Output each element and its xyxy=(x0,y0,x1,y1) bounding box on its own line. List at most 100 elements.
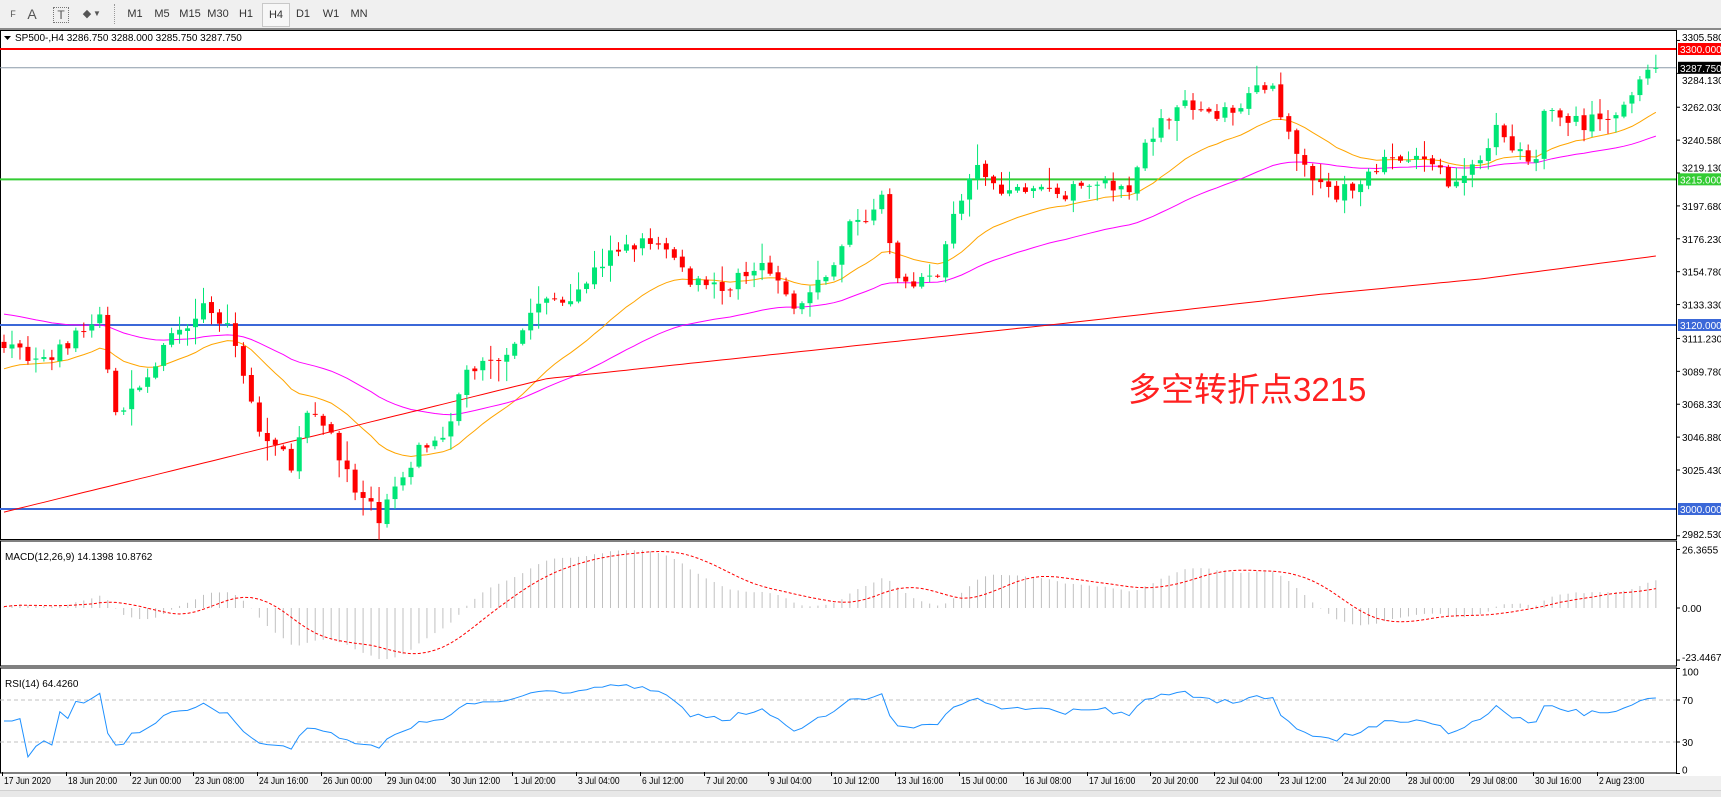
annotation-text: 多空转折点3215 xyxy=(1128,371,1366,408)
candle xyxy=(1062,191,1068,202)
time-tick xyxy=(512,772,514,776)
time-label: 23 Jun 08:00 xyxy=(195,776,245,787)
candle xyxy=(584,281,590,294)
candle-body xyxy=(1629,95,1635,104)
candle xyxy=(424,443,430,453)
collapse-triangle-icon xyxy=(4,36,11,40)
candle-body xyxy=(1318,179,1324,183)
candle-body xyxy=(703,279,709,286)
candle xyxy=(97,306,103,328)
candle xyxy=(121,407,127,415)
candle xyxy=(1054,183,1060,199)
candle xyxy=(272,437,278,456)
candle xyxy=(344,441,350,483)
candle-body xyxy=(344,460,350,470)
timeframe-w1-button[interactable]: W1 xyxy=(322,8,340,20)
candle xyxy=(831,262,837,281)
candle xyxy=(33,347,39,373)
candle-body xyxy=(1,341,7,349)
candle xyxy=(576,272,582,304)
text-icon[interactable]: A xyxy=(27,6,37,22)
candle xyxy=(1230,105,1236,126)
chart-window[interactable]: SP500-,H4 3286.750 3288.000 3285.750 328… xyxy=(0,30,1721,776)
candle-body xyxy=(1501,125,1507,138)
candle-body xyxy=(975,164,981,180)
price-label: 3305.580 xyxy=(1682,33,1721,44)
candle-body xyxy=(999,184,1004,194)
candle xyxy=(815,260,821,300)
candle xyxy=(1,334,7,353)
candle-body xyxy=(1190,100,1196,110)
candle xyxy=(951,201,957,249)
candle xyxy=(1342,175,1348,214)
text-label-icon[interactable]: T xyxy=(53,7,69,23)
candle-body xyxy=(1645,69,1651,79)
time-tick xyxy=(1597,772,1598,776)
candle xyxy=(1278,72,1284,121)
toolbar-separator xyxy=(114,4,117,24)
candle-body xyxy=(208,302,214,314)
timeframe-m30-button[interactable]: M30 xyxy=(207,8,229,20)
candle-body xyxy=(1038,186,1044,190)
candle xyxy=(903,273,909,289)
candle-body xyxy=(839,246,845,265)
candle-body xyxy=(719,282,725,291)
candle-body xyxy=(232,323,238,346)
candle xyxy=(512,341,518,359)
candle xyxy=(504,347,510,382)
candle xyxy=(1629,91,1635,114)
timeframe-m15-button[interactable]: M15 xyxy=(179,8,201,20)
candle-body xyxy=(799,303,805,310)
ma-mid-line xyxy=(3,135,1657,416)
price-label: 2982.530 xyxy=(1682,530,1721,541)
candle xyxy=(1398,154,1403,163)
timeframe-h4-button[interactable]: H4 xyxy=(262,3,290,27)
candle xyxy=(919,273,925,289)
candle-body xyxy=(113,370,119,413)
candle xyxy=(440,426,446,443)
candle xyxy=(376,487,382,540)
timeframe-mn-button[interactable]: MN xyxy=(350,8,368,20)
candle-body xyxy=(943,244,949,278)
timeframe-m5-button[interactable]: M5 xyxy=(154,8,170,20)
candle xyxy=(536,286,542,329)
candle-body xyxy=(416,444,422,467)
time-label: 30 Jul 16:00 xyxy=(1535,776,1582,787)
candle xyxy=(1246,86,1252,116)
candle xyxy=(687,266,693,288)
candle xyxy=(296,426,302,479)
candle xyxy=(999,172,1004,196)
level-price-box: 3215.000 xyxy=(1680,175,1721,186)
candle xyxy=(392,476,398,509)
macd-axis-label: -23.4467 xyxy=(1682,653,1721,664)
period-separator-icon[interactable]: F xyxy=(10,9,16,19)
candle-body xyxy=(528,312,534,331)
candle xyxy=(528,298,534,340)
candle-body xyxy=(1270,85,1276,89)
chevron-down-icon[interactable]: ▼ xyxy=(93,9,101,18)
candle xyxy=(1022,183,1028,194)
time-tick xyxy=(895,772,897,776)
shapes-icon[interactable]: ◆ xyxy=(82,8,92,20)
candle xyxy=(1166,117,1172,130)
candle-body xyxy=(600,266,605,269)
candle xyxy=(1557,108,1563,127)
candle-body xyxy=(1174,107,1180,121)
time-tick xyxy=(831,772,833,776)
candle-body xyxy=(584,283,590,290)
candle-body xyxy=(328,424,334,433)
candle-body xyxy=(911,281,917,287)
candle xyxy=(1605,110,1611,134)
price-label: 3176.230 xyxy=(1682,235,1721,246)
time-tick xyxy=(2,772,3,776)
candle xyxy=(1214,104,1220,122)
candle-body xyxy=(137,387,143,391)
timeframe-h1-button[interactable]: H1 xyxy=(238,8,254,20)
timeframe-m1-button[interactable]: M1 xyxy=(127,8,143,20)
time-label: 7 Jul 20:00 xyxy=(705,776,748,787)
candle-body xyxy=(193,318,199,328)
candle-body xyxy=(464,369,470,396)
timeframe-d1-button[interactable]: D1 xyxy=(295,8,311,20)
candle-body xyxy=(304,412,310,438)
candle xyxy=(895,240,901,284)
